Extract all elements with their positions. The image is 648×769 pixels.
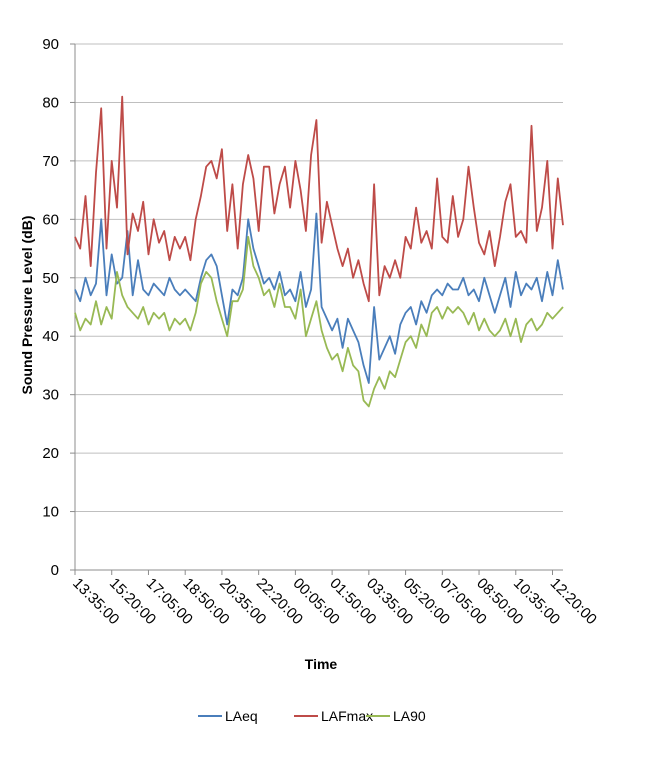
legend-label: LAeq xyxy=(225,708,258,724)
gridlines xyxy=(74,43,563,571)
y-tick-label: 20 xyxy=(42,445,59,462)
series-line-lafmax xyxy=(74,95,564,303)
legend-item-lafmax: LAFmax xyxy=(294,708,373,724)
y-tick-label: 90 xyxy=(42,36,59,53)
y-tick-label: 40 xyxy=(42,328,59,345)
series-line-laeq xyxy=(74,212,564,384)
y-tick-label: 30 xyxy=(42,387,59,404)
series-line-la90 xyxy=(74,235,564,408)
legend-label: LAFmax xyxy=(321,708,373,724)
legend: LAeq LAFmax LA90 xyxy=(198,708,426,724)
y-tick-label: 10 xyxy=(42,504,59,521)
legend-item-la90: LA90 xyxy=(366,708,426,724)
legend-label: LA90 xyxy=(393,708,426,724)
y-tick-label: 80 xyxy=(42,94,59,111)
x-axis-title: Time xyxy=(305,656,338,672)
y-tick-label: 0 xyxy=(51,562,59,579)
x-axis-ticks: 13:35:0015:20:0017:05:0018:50:0020:35:00… xyxy=(69,570,600,628)
series-lines xyxy=(74,95,564,408)
y-tick-label: 70 xyxy=(42,153,59,170)
y-axis-title: Sound Pressure Level (dB) xyxy=(19,216,35,395)
legend-item-laeq: LAeq xyxy=(198,708,258,724)
y-axis-ticks: 0 10 20 30 40 50 60 70 80 90 xyxy=(42,36,75,579)
y-tick-label: 60 xyxy=(42,211,59,228)
y-tick-label: 50 xyxy=(42,270,59,287)
